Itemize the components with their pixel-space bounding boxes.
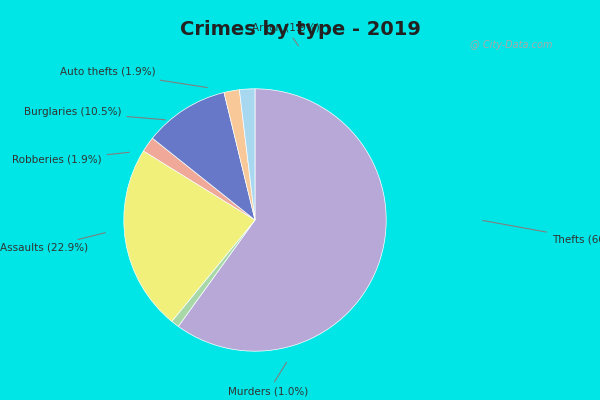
Text: Robberies (1.9%): Robberies (1.9%) [12,152,129,165]
Wedge shape [152,92,255,220]
Wedge shape [178,89,386,351]
Text: Burglaries (10.5%): Burglaries (10.5%) [24,107,165,120]
Wedge shape [124,151,255,322]
Text: Crimes by type - 2019: Crimes by type - 2019 [179,20,421,39]
Text: @ City-Data.com: @ City-Data.com [470,40,552,50]
Wedge shape [224,90,255,220]
Text: Murders (1.0%): Murders (1.0%) [228,362,308,397]
Text: Auto thefts (1.9%): Auto thefts (1.9%) [60,67,207,88]
Text: Thefts (60.0%): Thefts (60.0%) [483,220,600,245]
Text: Arson (1.9%): Arson (1.9%) [252,23,320,46]
Text: Assaults (22.9%): Assaults (22.9%) [0,233,106,253]
Wedge shape [172,220,255,326]
Wedge shape [239,89,255,220]
Wedge shape [143,138,255,220]
